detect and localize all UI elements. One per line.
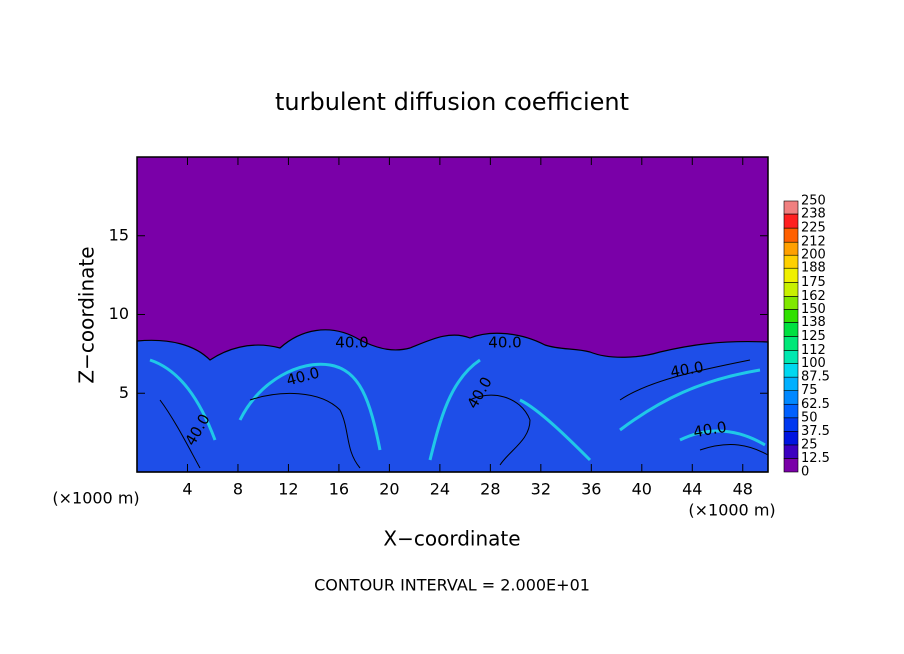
x-tick-label: 20 <box>379 480 399 499</box>
contour-label: 40.0 <box>335 334 368 352</box>
colorbar-bin <box>783 376 799 391</box>
streaks <box>149 358 766 462</box>
colorbar-bin <box>783 458 799 473</box>
x-tick-label: 40 <box>632 480 652 499</box>
y-tick-label: 5 <box>119 383 129 402</box>
y-unit: (×1000 m) <box>52 489 139 508</box>
x-unit: (×1000 m) <box>688 501 775 520</box>
colorbar-bin <box>783 296 799 310</box>
y-axis-label: Z−coordinate <box>75 246 99 383</box>
colorbar-bin <box>783 254 799 269</box>
colorbar-label: 112 <box>801 343 826 358</box>
colorbar-label: 175 <box>801 275 826 290</box>
colorbar-label: 225 <box>801 221 826 236</box>
colorbar-label: 188 <box>801 261 826 276</box>
colorbar-label: 75 <box>801 383 818 398</box>
colorbar-bin <box>783 281 799 297</box>
contour-label: 40.0 <box>488 334 521 352</box>
x-tick-label: 16 <box>329 480 349 499</box>
colorbar-bin <box>783 431 799 446</box>
y-tick-label: 10 <box>109 304 129 323</box>
colorbar-bin <box>783 213 799 229</box>
x-tick-label: 12 <box>278 480 298 499</box>
colorbar-label: 12.5 <box>801 451 830 466</box>
contour-label: 40.0 <box>669 358 705 382</box>
x-tick-label: 44 <box>682 480 702 499</box>
colorbar-bin <box>783 350 799 364</box>
x-axis-label: X−coordinate <box>383 527 520 551</box>
colorbar-label: 200 <box>801 248 826 263</box>
colorbar-bin <box>783 267 799 283</box>
colorbar-bin <box>783 309 799 323</box>
colorbar-label: 25 <box>801 437 818 452</box>
x-tick-label: 8 <box>233 480 243 499</box>
colorbar-bin <box>783 403 799 419</box>
colorbar-label: 37.5 <box>801 424 830 439</box>
turbulent-layer <box>136 329 769 473</box>
x-tick-label: 48 <box>733 480 753 499</box>
colorbar-label: 150 <box>801 302 826 317</box>
colorbar-bin <box>783 200 799 215</box>
colorbar-label: 125 <box>801 329 826 344</box>
colorbar-label: 250 <box>801 194 826 209</box>
colorbar-label: 0 <box>801 465 809 480</box>
chart-title: turbulent diffusion coefficient <box>275 88 629 116</box>
colorbar-label: 100 <box>801 356 826 371</box>
colorbar-label: 87.5 <box>801 370 830 385</box>
colorbar-bin <box>783 444 799 459</box>
colorbar-bin <box>783 417 799 432</box>
x-tick-label: 4 <box>182 480 192 499</box>
contour-label: 40.0 <box>692 418 728 442</box>
colorbar-label: 50 <box>801 410 818 425</box>
colorbar-bin <box>783 322 799 337</box>
colorbar-bin <box>783 241 799 256</box>
x-tick-label: 28 <box>480 480 500 499</box>
x-tick-label: 36 <box>581 480 601 499</box>
colorbar-bin <box>783 336 799 351</box>
colorbar-label: 162 <box>801 289 826 304</box>
y-tick-label: 15 <box>109 225 129 244</box>
colorbar-bin <box>783 363 799 378</box>
colorbar-label: 212 <box>801 235 826 250</box>
colorbar-label: 238 <box>801 207 826 222</box>
colorbar-bin <box>783 390 799 405</box>
x-tick-label: 24 <box>430 480 450 499</box>
colorbar-bin <box>783 227 799 243</box>
colorbar-label: 138 <box>801 315 826 330</box>
footer: CONTOUR INTERVAL = 2.000E+01 <box>314 576 590 595</box>
field <box>136 156 769 473</box>
contour-lines <box>159 359 769 469</box>
x-tick-label: 32 <box>531 480 551 499</box>
colorbar-label: 62.5 <box>801 397 830 412</box>
